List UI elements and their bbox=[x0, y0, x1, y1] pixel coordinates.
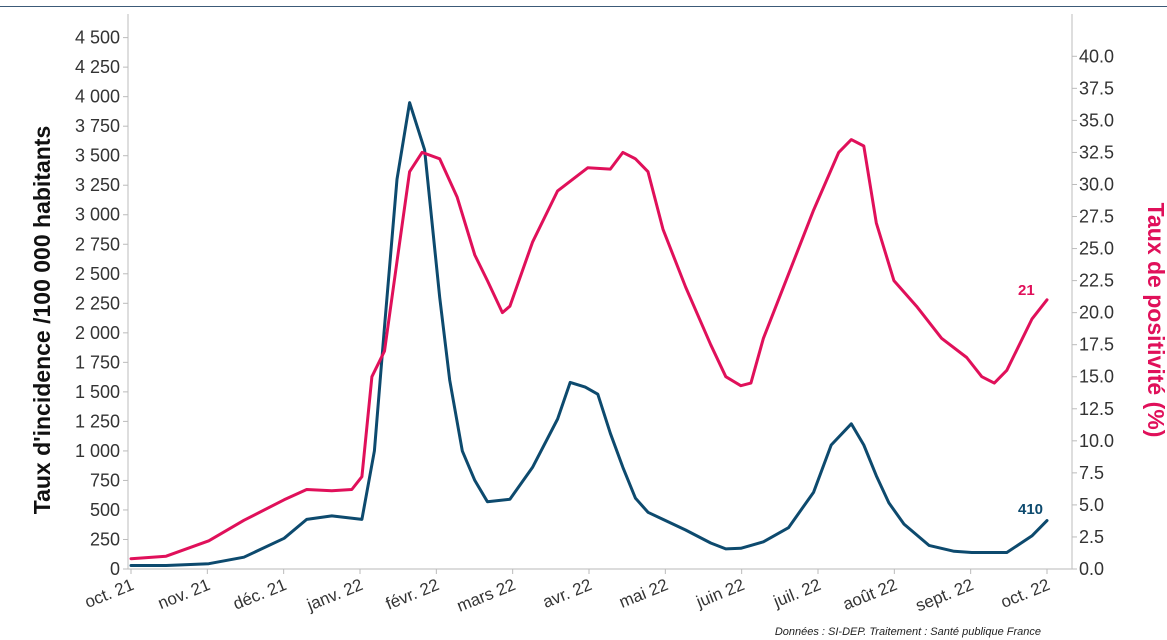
x-axis-ticks: oct. 21 nov. 21 déc. 21 janv. 22 févr. 22 mar… bbox=[82, 569, 1052, 616]
top-rule bbox=[0, 6, 1167, 7]
x-tick-label: janv. 22 bbox=[303, 575, 365, 615]
incidence-end-label: 410 bbox=[1018, 501, 1043, 518]
data-source-note: Données : SI-DEP. Traitement : Santé pub… bbox=[774, 626, 1041, 638]
x-tick-label: oct. 21 bbox=[82, 575, 136, 612]
left-tick-label: 2 750 bbox=[75, 234, 120, 254]
right-tick-label: 27.5 bbox=[1079, 207, 1114, 227]
left-tick-label: 3 750 bbox=[75, 116, 120, 136]
right-tick-label: 32.5 bbox=[1079, 142, 1114, 162]
left-tick-label: 2 500 bbox=[75, 264, 120, 284]
x-tick-label: mai 22 bbox=[616, 575, 670, 612]
x-tick-label: nov. 21 bbox=[155, 575, 213, 613]
left-axis-title: Taux d'incidence /100 000 habitants bbox=[29, 126, 55, 515]
left-axis-ticks: 0 250 500 750 1 000 1 250 1 500 1 750 2 000 2 250… bbox=[75, 28, 128, 579]
positivite-end-label: 21 bbox=[1018, 282, 1035, 299]
x-tick-label: juin 22 bbox=[693, 575, 748, 612]
right-axis-title: Taux de positivité (%) bbox=[1143, 203, 1167, 438]
right-tick-label: 7.5 bbox=[1079, 463, 1104, 483]
x-tick-label: avr. 22 bbox=[540, 575, 594, 612]
left-tick-label: 3 000 bbox=[75, 205, 120, 225]
left-tick-label: 250 bbox=[90, 529, 120, 549]
right-tick-label: 17.5 bbox=[1079, 335, 1114, 355]
left-tick-label: 1 500 bbox=[75, 382, 120, 402]
right-tick-label: 10.0 bbox=[1079, 431, 1114, 451]
left-tick-label: 3 250 bbox=[75, 175, 120, 195]
series-lines bbox=[129, 101, 1049, 567]
left-tick-label: 1 250 bbox=[75, 411, 120, 431]
left-tick-label: 4 000 bbox=[75, 87, 120, 107]
left-tick-label: 4 250 bbox=[75, 57, 120, 77]
left-tick-label: 3 500 bbox=[75, 146, 120, 166]
left-tick-label: 4 500 bbox=[75, 28, 120, 48]
right-tick-label: 0.0 bbox=[1079, 559, 1104, 579]
left-tick-label: 0 bbox=[110, 559, 120, 579]
x-tick-label: mars 22 bbox=[454, 575, 518, 616]
right-tick-label: 40.0 bbox=[1079, 46, 1114, 66]
x-tick-label: déc. 21 bbox=[230, 575, 289, 614]
right-tick-label: 20.0 bbox=[1079, 303, 1114, 323]
left-tick-label: 1 000 bbox=[75, 441, 120, 461]
left-tick-label: 2 250 bbox=[75, 293, 120, 313]
right-tick-label: 15.0 bbox=[1079, 367, 1114, 387]
x-tick-label: sept. 22 bbox=[913, 575, 976, 615]
right-tick-label: 5.0 bbox=[1079, 495, 1104, 515]
x-tick-label: oct. 22 bbox=[998, 575, 1052, 612]
axes bbox=[127, 14, 1073, 570]
left-tick-label: 750 bbox=[90, 470, 120, 490]
x-tick-label: févr. 22 bbox=[383, 575, 442, 614]
right-tick-label: 30.0 bbox=[1079, 174, 1114, 194]
right-axis-ticks: 0.0 2.5 5.0 7.5 10.0 12.5 15.0 17.5 20.0 22.5 25.0… bbox=[1072, 46, 1114, 579]
right-tick-label: 37.5 bbox=[1079, 78, 1114, 98]
x-tick-label: août 22 bbox=[840, 575, 900, 614]
right-tick-label: 12.5 bbox=[1079, 399, 1114, 419]
x-tick-label: juil. 22 bbox=[770, 575, 824, 611]
left-tick-label: 2 000 bbox=[75, 323, 120, 343]
positivite-line bbox=[129, 138, 1049, 561]
left-tick-label: 1 750 bbox=[75, 352, 120, 372]
right-tick-label: 22.5 bbox=[1079, 271, 1114, 291]
incidence-line bbox=[129, 101, 1049, 567]
right-tick-label: 2.5 bbox=[1079, 527, 1104, 547]
right-tick-label: 25.0 bbox=[1079, 239, 1114, 259]
left-tick-label: 500 bbox=[90, 500, 120, 520]
right-tick-label: 35.0 bbox=[1079, 110, 1114, 130]
